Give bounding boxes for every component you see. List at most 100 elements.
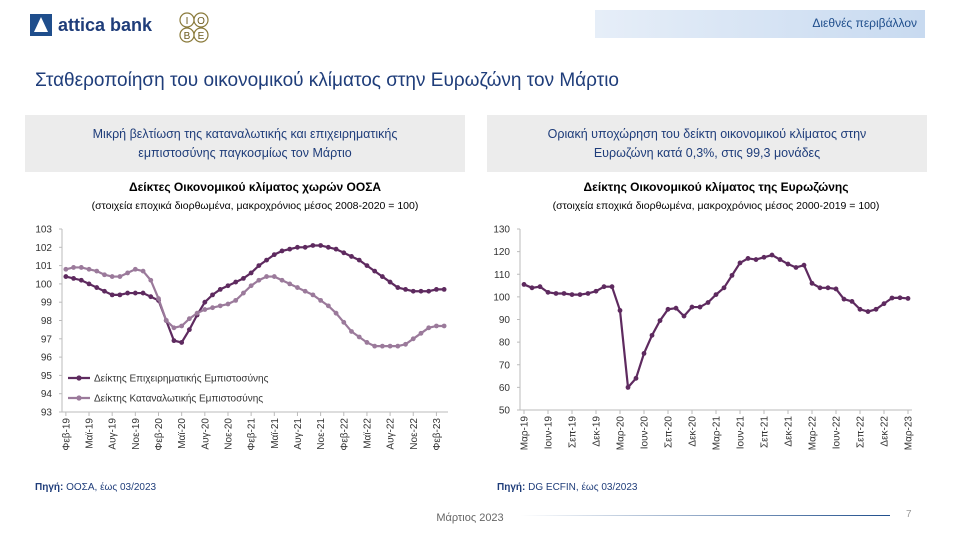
x-tick-label: Μαϊ-22	[362, 418, 373, 449]
data-point	[125, 270, 131, 276]
y-tick-label: 94	[41, 389, 53, 400]
data-point	[86, 266, 92, 272]
y-tick-label: 130	[493, 225, 510, 236]
data-point	[364, 263, 370, 268]
x-tick-label: Φεβ-21	[247, 418, 258, 451]
data-point	[721, 285, 727, 291]
x-tick-label: Σεπ-20	[664, 416, 675, 448]
data-point	[109, 274, 115, 279]
data-point	[241, 290, 246, 296]
data-point	[857, 306, 863, 312]
source-label: Πηγή:	[35, 482, 64, 493]
data-point	[379, 274, 385, 279]
data-point	[117, 274, 123, 279]
data-point	[132, 266, 138, 272]
data-point	[210, 305, 215, 311]
data-point	[233, 279, 239, 285]
data-point	[256, 263, 262, 268]
x-tick-label: Νοε-21	[316, 418, 327, 450]
x-tick-label: Φεβ-19	[61, 418, 72, 451]
y-tick-label: 70	[499, 360, 511, 371]
data-point	[753, 257, 759, 262]
data-point	[202, 299, 208, 305]
x-tick-label: Νοε-20	[223, 418, 234, 450]
legend-label: Δείκτης Καταναλωτικής Εμπιστοσύνης	[94, 393, 263, 405]
data-point	[171, 338, 177, 344]
chart-subtitle: (στοιχεία εποχικά διορθωμένα, μακροχρόνι…	[553, 200, 880, 212]
legend-marker	[76, 375, 82, 381]
data-point	[737, 260, 743, 266]
data-point	[418, 288, 424, 294]
data-point	[310, 292, 316, 298]
y-tick-label: 100	[35, 279, 52, 290]
data-point	[395, 285, 401, 290]
data-point	[403, 341, 408, 347]
data-point	[63, 266, 69, 272]
data-point	[825, 285, 831, 291]
x-tick-label: Μαϊ-21	[270, 418, 281, 449]
panel-heading: Μικρή βελτίωση της καταναλωτικής και επι…	[25, 115, 465, 172]
panel-heading: Οριακή υποχώρηση του δείκτη οικονομικού …	[487, 115, 927, 172]
data-point	[809, 280, 815, 286]
x-tick-label: Δεκ-19	[592, 416, 603, 447]
data-point	[403, 286, 408, 292]
data-point	[279, 248, 285, 254]
data-point	[194, 310, 200, 316]
data-point	[264, 257, 269, 263]
x-tick-label: Μαρ-22	[808, 416, 819, 451]
data-point	[833, 286, 839, 292]
data-point	[163, 318, 169, 323]
data-point	[225, 283, 231, 289]
data-point	[841, 296, 847, 302]
data-point	[410, 288, 416, 294]
data-point	[873, 306, 879, 312]
series-line	[523, 253, 909, 390]
data-point	[94, 268, 100, 274]
data-point	[641, 351, 647, 356]
data-point	[537, 284, 543, 290]
y-tick-label: 50	[499, 406, 511, 417]
data-point	[248, 270, 254, 276]
source-text: ΟΟΣΑ, έως 03/2023	[66, 482, 157, 493]
data-point	[109, 292, 115, 298]
x-tick-label: Σεπ-22	[856, 416, 867, 448]
footer-line	[520, 515, 890, 516]
data-point	[441, 323, 447, 329]
y-tick-label: 103	[35, 225, 52, 236]
data-point	[657, 318, 663, 324]
x-tick-label: Δεκ-21	[784, 416, 795, 447]
data-point	[395, 343, 401, 349]
data-point	[697, 304, 703, 310]
slide-title: Σταθεροποίηση του οικονομικού κλίματος σ…	[35, 70, 619, 91]
data-point	[705, 300, 711, 305]
data-point	[609, 284, 615, 290]
data-point	[434, 286, 439, 292]
data-point	[140, 268, 146, 274]
data-point	[310, 243, 316, 248]
data-point	[418, 330, 424, 336]
data-point	[410, 336, 416, 342]
data-point	[441, 286, 447, 292]
logo-letter: Ο	[197, 16, 205, 27]
data-point	[379, 343, 385, 349]
data-point	[117, 292, 123, 298]
data-point	[63, 274, 69, 279]
y-tick-label: 98	[41, 316, 53, 327]
chart-title: Δείκτης Οικονομικού κλίματος της Ευρωζών…	[584, 180, 849, 194]
data-point	[889, 295, 895, 301]
x-tick-label: Σεπ-21	[760, 416, 771, 448]
data-point	[905, 296, 911, 301]
data-point	[689, 304, 695, 310]
data-point	[271, 274, 277, 279]
data-point	[295, 244, 300, 250]
data-point	[148, 294, 154, 300]
data-point	[302, 244, 308, 250]
data-point	[94, 285, 100, 290]
logo-letter: Β	[184, 31, 191, 42]
data-point	[372, 268, 378, 274]
data-point	[545, 289, 551, 295]
data-point	[210, 292, 215, 298]
data-point	[233, 297, 239, 303]
data-point	[318, 243, 324, 248]
